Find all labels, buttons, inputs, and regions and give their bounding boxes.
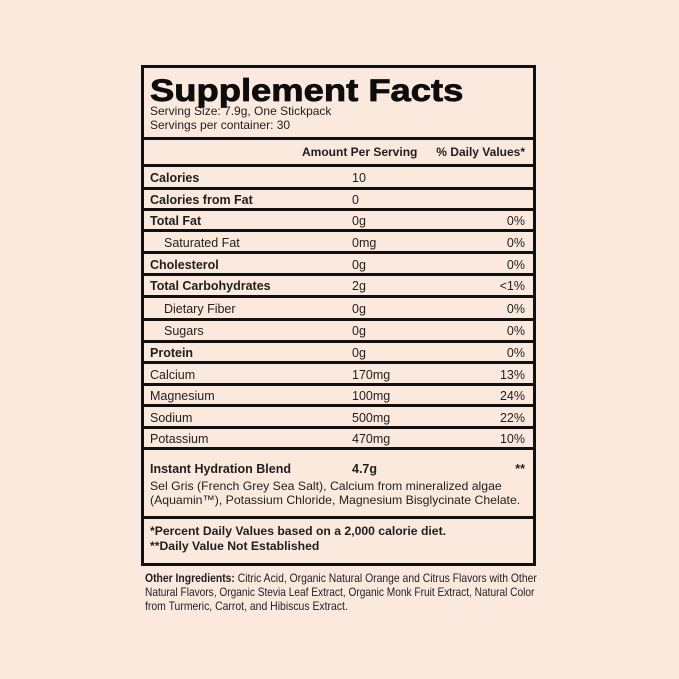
- nutrient-rows: Calories 10 Calories from Fat 0 Total Fat 0g 0…: [144, 163, 533, 448]
- other-ingredients-line: from Turmeric, Carrot, and Hibiscus Extr…: [145, 598, 348, 613]
- other-ingredients: Other Ingredients: Citric Acid, Organic …: [145, 571, 606, 613]
- nutrient-name: Total Carbohydrates: [150, 279, 271, 294]
- supplement-facts-title: Supplement Facts: [150, 71, 533, 108]
- column-header-amount: Amount Per Serving: [302, 144, 418, 159]
- nutrient-row: Calories 10: [144, 163, 533, 187]
- blend-amount: 4.7g: [352, 462, 378, 477]
- nutrient-amount: 0g: [352, 346, 366, 361]
- nutrient-daily-value: 0%: [506, 301, 525, 316]
- nutrient-name: Magnesium: [150, 389, 215, 404]
- nutrient-amount: 100mg: [352, 389, 391, 404]
- nutrient-daily-value: <1%: [499, 279, 525, 294]
- nutrient-row: Saturated Fat 0mg 0%: [144, 229, 533, 251]
- nutrient-name: Calories from Fat: [150, 192, 253, 207]
- nutrient-amount: 0g: [352, 301, 366, 316]
- nutrient-name: Calories: [150, 170, 200, 185]
- nutrient-daily-value: 24%: [499, 389, 525, 404]
- other-ingredients-text: Citric Acid, Organic Natural Orange and …: [234, 571, 537, 585]
- nutrient-amount: 0g: [352, 214, 366, 229]
- nutrient-row: Cholesterol 0g 0%: [144, 251, 533, 273]
- nutrient-row: Calcium 170mg 13%: [144, 361, 533, 383]
- other-ingredients-line: Natural Flavors, Organic Stevia Leaf Ext…: [145, 584, 535, 599]
- nutrient-name: Sugars: [164, 324, 204, 339]
- nutrient-amount: 10: [352, 170, 366, 185]
- nutrient-name: Protein: [150, 346, 194, 361]
- supplement-facts-title-text: Supplement Facts: [150, 71, 464, 108]
- nutrient-name: Cholesterol: [150, 257, 219, 272]
- other-ingredients-line: Other Ingredients: Citric Acid, Organic …: [145, 571, 543, 586]
- nutrient-daily-value: 0%: [506, 235, 525, 250]
- blend-section: Instant Hydration Blend 4.7g ** Sel Gris…: [144, 447, 533, 515]
- nutrient-name: Sodium: [150, 410, 193, 425]
- other-ingredients-label: Other Ingredients:: [145, 571, 235, 585]
- blend-name: Instant Hydration Blend: [150, 462, 291, 477]
- nutrient-amount: 0g: [352, 257, 366, 272]
- nutrient-amount: 470mg: [352, 432, 391, 447]
- nutrient-row: Potassium 470mg 10%: [144, 425, 533, 448]
- column-header-daily-value: % Daily Values*: [436, 144, 525, 159]
- blend-description: Sel Gris (French Grey Sea Salt), Calcium…: [150, 479, 527, 508]
- blend-row: Instant Hydration Blend 4.7g **: [150, 462, 527, 476]
- nutrient-daily-value: 13%: [499, 367, 525, 382]
- nutrient-amount: 500mg: [352, 410, 391, 425]
- footnote-daily-values: *Percent Daily Values based on a 2,000 c…: [150, 523, 447, 538]
- table-header-row: Amount Per Serving % Daily Values*: [144, 137, 533, 164]
- title-block: Supplement Facts Serving Size: 7.9g, One…: [144, 68, 533, 137]
- nutrient-row: Sugars 0g 0%: [144, 317, 533, 340]
- nutrient-amount: 0mg: [352, 235, 377, 250]
- blend-description-line: Sel Gris (French Grey Sea Salt), Calcium…: [150, 478, 502, 493]
- nutrient-name: Potassium: [150, 432, 209, 447]
- nutrient-daily-value: 0%: [506, 257, 525, 272]
- supplement-facts-panel: Supplement Facts Serving Size: 7.9g, One…: [141, 65, 536, 566]
- serving-size: Serving Size: 7.9g, One Stickpack: [150, 104, 332, 118]
- blend-dv: **: [515, 462, 525, 477]
- footnotes: *Percent Daily Values based on a 2,000 c…: [144, 515, 533, 563]
- servings-per-container: Servings per container: 30: [150, 117, 291, 132]
- nutrient-daily-value: 0%: [506, 346, 525, 361]
- nutrient-amount: 0g: [352, 324, 366, 339]
- blend-description-line: (Aquamin™), Potassium Chloride, Magnesiu…: [150, 493, 521, 508]
- nutrient-amount: 0: [352, 192, 359, 207]
- nutrient-row: Calories from Fat 0: [144, 186, 533, 208]
- nutrient-daily-value: 10%: [499, 432, 525, 447]
- nutrient-row: Magnesium 100mg 24%: [144, 382, 533, 405]
- nutrient-amount: 170mg: [352, 367, 391, 382]
- nutrient-name: Dietary Fiber: [164, 301, 236, 316]
- nutrient-row: Protein 0g 0%: [144, 339, 533, 362]
- nutrient-row: Dietary Fiber 0g 0%: [144, 294, 533, 318]
- nutrient-daily-value: 0%: [506, 214, 525, 229]
- nutrient-amount: 2g: [352, 279, 366, 294]
- nutrient-daily-value: 22%: [499, 410, 525, 425]
- nutrient-name: Saturated Fat: [164, 235, 240, 250]
- nutrient-name: Total Fat: [150, 214, 202, 229]
- nutrient-row: Total Fat 0g 0%: [144, 207, 533, 230]
- footnote-not-established: **Daily Value Not Established: [150, 538, 320, 553]
- nutrient-daily-value: 0%: [506, 324, 525, 339]
- nutrient-row: Total Carbohydrates 2g <1%: [144, 272, 533, 295]
- nutrient-row: Sodium 500mg 22%: [144, 404, 533, 426]
- nutrient-name: Calcium: [150, 367, 196, 382]
